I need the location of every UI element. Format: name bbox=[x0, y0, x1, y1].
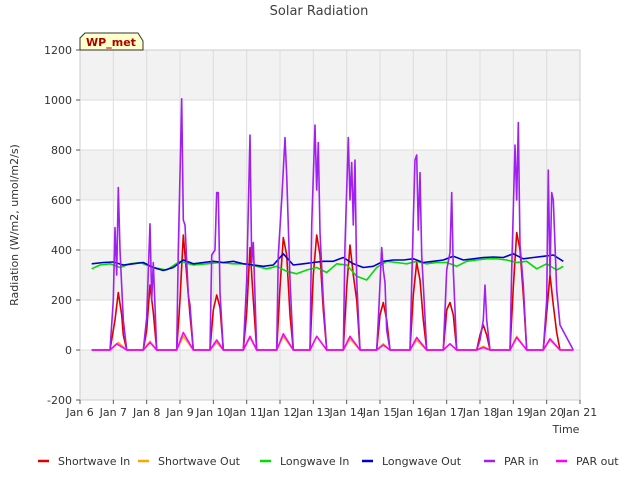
y-tick-label: 0 bbox=[65, 344, 72, 357]
x-tick-label: Jan 9 bbox=[165, 406, 193, 419]
legend-item-shortwave-in: Shortwave In bbox=[38, 455, 130, 468]
legend-label: Longwave In bbox=[280, 455, 349, 468]
plot-band bbox=[80, 350, 580, 400]
legend-item-par-in: PAR in bbox=[484, 455, 539, 468]
x-tick-label: Jan 17 bbox=[428, 406, 463, 419]
x-tick-label: Jan 12 bbox=[262, 406, 297, 419]
legend-label: Shortwave In bbox=[58, 455, 130, 468]
legend-item-par-out: PAR out bbox=[556, 455, 619, 468]
station-label-shape bbox=[79, 32, 144, 51]
x-tick-label: Jan 21 bbox=[562, 406, 597, 419]
x-tick-label: Jan 11 bbox=[228, 406, 263, 419]
x-tick-label: Jan 18 bbox=[462, 406, 497, 419]
x-tick-label: Jan 6 bbox=[65, 406, 93, 419]
plot-frame bbox=[79, 49, 581, 401]
x-tick-label: Jan 13 bbox=[295, 406, 330, 419]
y-tick-label: 600 bbox=[51, 194, 72, 207]
x-tick-label: Jan 19 bbox=[495, 406, 530, 419]
chart-title: Solar Radiation bbox=[270, 4, 369, 19]
x-axis-label: Time bbox=[552, 423, 580, 436]
y-axis-label: Radiation (W/m2, umol/m2/s) bbox=[8, 144, 21, 306]
x-tick-label: Jan 20 bbox=[528, 406, 563, 419]
legend-label: Shortwave Out bbox=[158, 455, 241, 468]
y-tick-label: 200 bbox=[51, 294, 72, 307]
legend-item-longwave-in: Longwave In bbox=[260, 455, 349, 468]
legend-label: PAR in bbox=[504, 455, 539, 468]
x-tick-label: Jan 16 bbox=[395, 406, 430, 419]
legend-label: Longwave Out bbox=[382, 455, 462, 468]
axes: -200 0 200 400 600 800 1000 1200 Jan 6 Jan 7 Jan 8… bbox=[44, 44, 597, 419]
series-line-par-out bbox=[91, 331, 574, 351]
x-tick-label: Jan 8 bbox=[132, 406, 160, 419]
series-line-longwave-in bbox=[91, 257, 564, 281]
series-line-par-in bbox=[91, 98, 575, 351]
legend: Shortwave In Shortwave Out Longwave In Long… bbox=[38, 455, 619, 468]
series-layer bbox=[91, 98, 575, 351]
legend-item-longwave-out: Longwave Out bbox=[362, 455, 462, 468]
y-tick-label: 400 bbox=[51, 244, 72, 257]
plot-bands bbox=[80, 50, 580, 400]
plot-band bbox=[80, 50, 580, 100]
legend-item-shortwave-out: Shortwave Out bbox=[138, 455, 241, 468]
station-label: WP_met bbox=[86, 36, 136, 49]
x-tick-label: Jan 10 bbox=[195, 406, 230, 419]
series-line-longwave-out bbox=[91, 253, 564, 272]
y-tick-label: 800 bbox=[51, 144, 72, 157]
x-tick-label: Jan 14 bbox=[328, 406, 363, 419]
x-tick-label: Jan 7 bbox=[99, 406, 127, 419]
y-tick-label: -200 bbox=[47, 394, 72, 407]
station-label-box: WP_met bbox=[79, 32, 144, 51]
x-tick-label: Jan 15 bbox=[362, 406, 397, 419]
y-tick-label: 1200 bbox=[44, 44, 72, 57]
y-tick-label: 1000 bbox=[44, 94, 72, 107]
legend-label: PAR out bbox=[576, 455, 619, 468]
plot-band bbox=[80, 150, 580, 200]
